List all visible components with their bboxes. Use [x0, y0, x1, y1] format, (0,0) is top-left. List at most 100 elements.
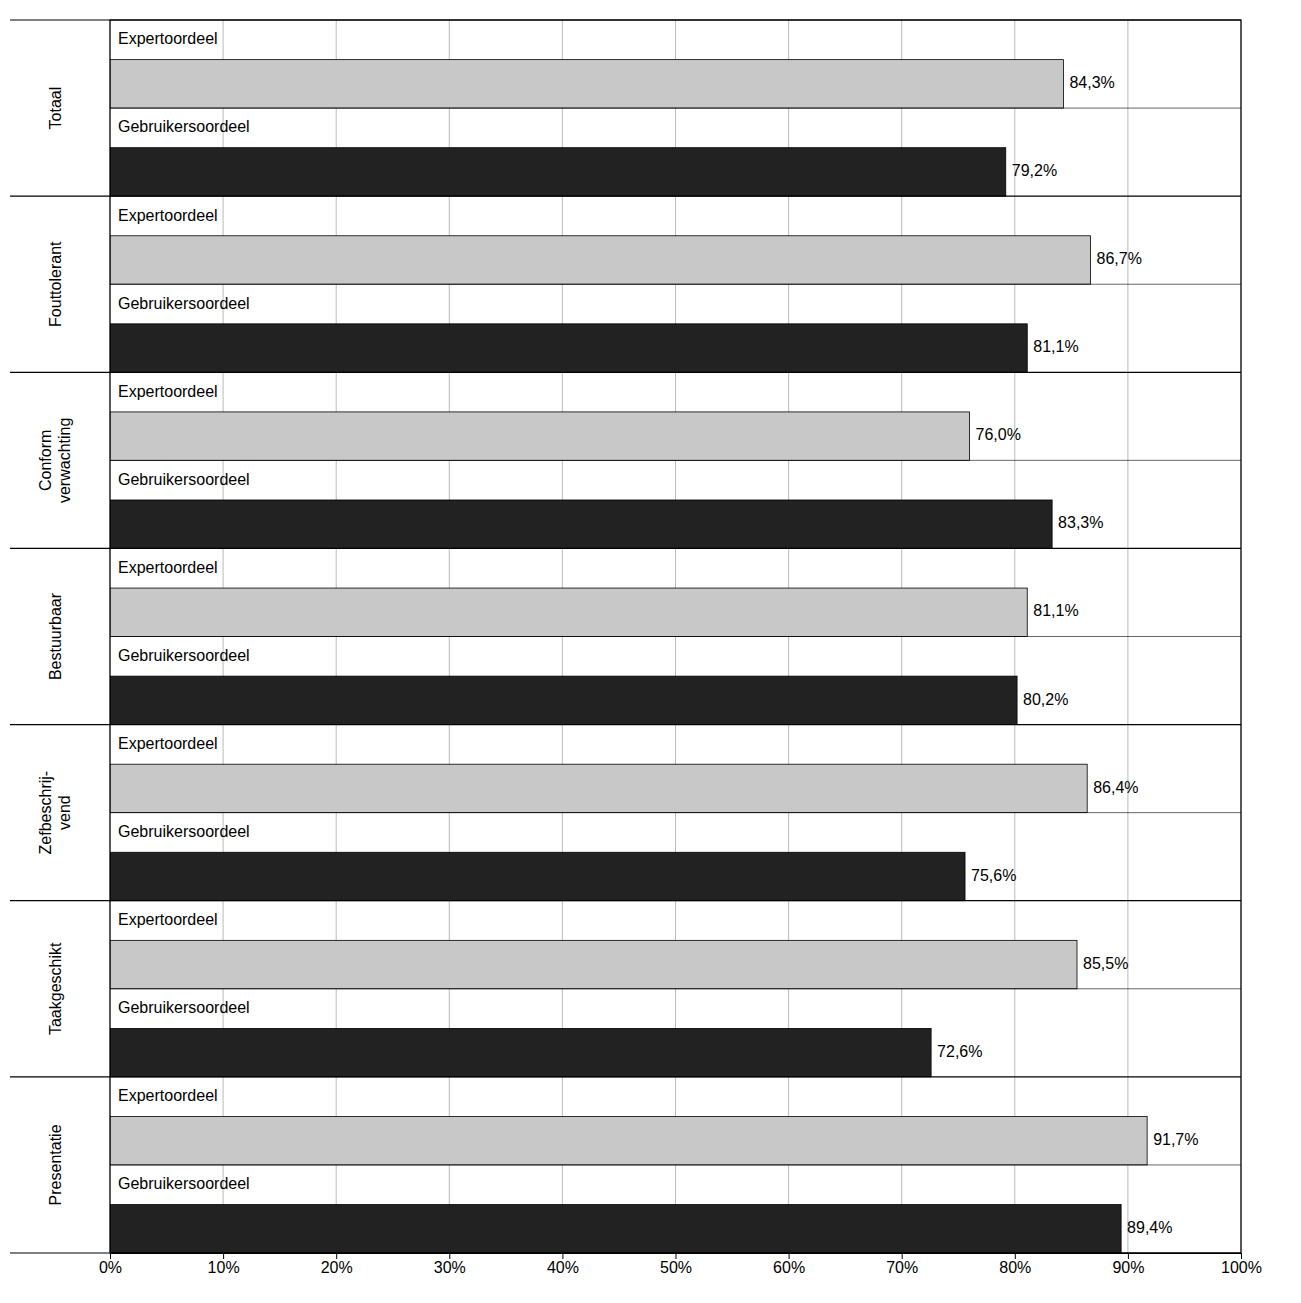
series-label: Expertoordeel	[118, 383, 218, 400]
x-tick: 60%	[773, 1253, 805, 1276]
x-tick: 10%	[208, 1253, 240, 1276]
series-label: Gebruikersoordeel	[118, 999, 250, 1016]
x-tick-label: 10%	[208, 1259, 240, 1276]
divider	[110, 108, 1241, 109]
x-tick-label: 70%	[886, 1259, 918, 1276]
bar	[110, 676, 1017, 724]
x-tick-label: 80%	[999, 1259, 1031, 1276]
x-tick-mark	[789, 1253, 790, 1259]
series-label: Gebruikersoordeel	[118, 118, 250, 135]
data-label: 86,7%	[1097, 250, 1142, 267]
bar	[110, 1205, 1121, 1253]
data-label: 72,6%	[937, 1043, 982, 1060]
plot-frame	[110, 20, 1241, 1253]
x-tick: 90%	[1112, 1253, 1144, 1276]
bar	[110, 1116, 1147, 1164]
series-label: Gebruikersoordeel	[118, 295, 250, 312]
data-label: 81,1%	[1033, 602, 1078, 619]
divider	[110, 284, 1241, 285]
data-label: 91,7%	[1153, 1131, 1198, 1148]
group-separator	[10, 1076, 1241, 1077]
x-tick-label: 50%	[660, 1259, 692, 1276]
group-separator	[10, 548, 1241, 549]
plot: 84,3% 86,7% 76,0% 81,1% 86,4% 85,5% 91,7% 79,2%…	[10, 20, 1262, 1276]
category-labels: Totaal Fouttolerant Conformverwachting Best…	[37, 87, 73, 1206]
x-tick-label: 0%	[99, 1259, 122, 1276]
data-label: 76,0%	[976, 426, 1021, 443]
bar	[110, 588, 1027, 636]
x-tick-mark	[676, 1253, 677, 1259]
series-label: Expertoordeel	[118, 559, 218, 576]
data-label: 79,2%	[1012, 162, 1057, 179]
x-tick-mark	[902, 1253, 903, 1259]
category-label: Presentatie	[47, 1124, 64, 1205]
data-label: 86,4%	[1093, 779, 1138, 796]
x-tick-label: 100%	[1221, 1259, 1262, 1276]
group-separator	[10, 900, 1241, 901]
x-tick-label: 60%	[773, 1259, 805, 1276]
x-tick: 80%	[999, 1253, 1031, 1276]
bar	[110, 940, 1077, 988]
bar	[110, 764, 1087, 812]
series-label: Gebruikersoordeel	[118, 823, 250, 840]
x-tick: 50%	[660, 1253, 692, 1276]
category-label: Zefbeschrij-vend	[37, 771, 73, 855]
bar	[110, 324, 1027, 372]
data-label: 84,3%	[1069, 74, 1114, 91]
divider	[110, 988, 1241, 989]
x-tick-mark	[110, 1253, 111, 1259]
category-label: Bestuurbaar	[47, 592, 64, 680]
series-labels: Expertoordeel Gebruikersoordeel Expertoord…	[118, 30, 250, 1192]
series-label: Gebruikersoordeel	[118, 647, 250, 664]
x-tick: 70%	[886, 1253, 918, 1276]
x-tick: 0%	[99, 1253, 122, 1276]
x-tick-mark	[336, 1253, 337, 1259]
divider	[110, 460, 1241, 461]
group-separator	[10, 196, 1241, 197]
bar	[110, 852, 965, 900]
x-tick-mark	[1241, 1253, 1242, 1259]
bar	[110, 148, 1006, 196]
x-tick: 20%	[321, 1253, 353, 1276]
bar	[110, 236, 1091, 284]
group-separator	[10, 372, 1241, 373]
category-label: Totaal	[47, 87, 64, 130]
category-label: Conformverwachting	[37, 418, 73, 503]
divider	[110, 812, 1241, 813]
group-separator	[10, 724, 1241, 725]
bar	[110, 500, 1052, 548]
x-axis: 0% 10% 20% 30% 40% 50% 60% 70% 80% 90% 100%	[99, 1253, 1262, 1276]
bars	[110, 60, 1147, 1253]
data-label: 81,1%	[1033, 338, 1078, 355]
series-label: Gebruikersoordeel	[118, 471, 250, 488]
x-tick-mark	[1128, 1253, 1129, 1259]
x-tick-label: 90%	[1112, 1259, 1144, 1276]
data-label: 89,4%	[1127, 1219, 1172, 1236]
series-label: Expertoordeel	[118, 1087, 218, 1104]
grid	[110, 20, 1241, 1253]
separators	[10, 20, 1241, 1253]
data-label: 75,6%	[971, 867, 1016, 884]
bar	[110, 60, 1063, 108]
x-tick-mark	[449, 1253, 450, 1259]
bar	[110, 1028, 931, 1076]
divider	[110, 1164, 1241, 1165]
x-tick-label: 40%	[547, 1259, 579, 1276]
x-tick: 30%	[434, 1253, 466, 1276]
series-label: Gebruikersoordeel	[118, 1175, 250, 1192]
data-label: 83,3%	[1058, 514, 1103, 531]
bar	[110, 412, 970, 460]
data-labels: 84,3% 86,7% 76,0% 81,1% 86,4% 85,5% 91,7% 79,2%…	[937, 74, 1198, 1236]
x-axis-line	[111, 1254, 1242, 1260]
category-label: Fouttolerant	[47, 241, 64, 327]
data-label: 85,5%	[1083, 955, 1128, 972]
x-tick-mark	[1015, 1253, 1016, 1259]
x-tick-mark	[223, 1253, 224, 1259]
x-tick-label: 20%	[321, 1259, 353, 1276]
data-label: 80,2%	[1023, 691, 1068, 708]
category-label: Taakgeschikt	[47, 942, 64, 1035]
series-label: Expertoordeel	[118, 30, 218, 47]
chart: 84,3% 86,7% 76,0% 81,1% 86,4% 85,5% 91,7% 79,2%…	[0, 0, 1301, 1303]
x-tick-mark	[562, 1253, 563, 1259]
x-tick: 40%	[547, 1253, 579, 1276]
